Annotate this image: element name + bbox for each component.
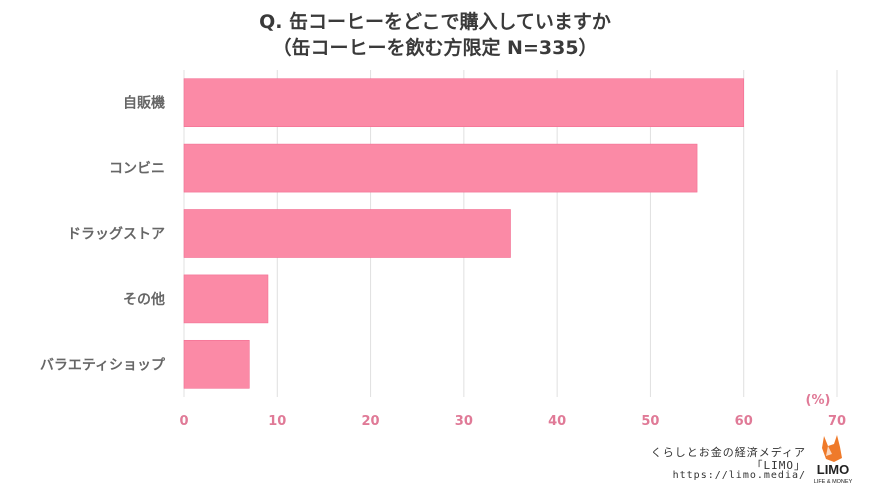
x-tick-label: 10	[268, 414, 286, 429]
x-tick-label: 40	[548, 414, 566, 429]
chart-title-line-2: （缶コーヒーを飲む方限定 N=335）	[272, 37, 598, 59]
bar	[183, 209, 511, 258]
bar	[183, 78, 745, 127]
x-tick-label: 20	[362, 414, 380, 429]
chart-title-line-1: Q. 缶コーヒーをどこで購入していますか	[259, 11, 611, 33]
category-label: 自販機	[123, 95, 165, 112]
category-label: ドラッグストア	[67, 226, 165, 243]
logo-wordmark: LIMO	[817, 462, 850, 477]
limo-logo: LIMO LIFE & MONEY	[814, 435, 853, 485]
x-tick-label: 0	[179, 414, 188, 429]
x-tick-label: 70	[828, 414, 846, 429]
bar	[183, 339, 250, 389]
logo-tagline: LIFE & MONEY	[814, 479, 853, 485]
fox-icon	[822, 435, 842, 462]
credit-media-name: くらしとお金の経済メディア	[650, 446, 806, 459]
category-label: コンビニ	[109, 161, 165, 177]
credit-url: https://limo.media/	[672, 470, 806, 481]
bar	[183, 274, 269, 324]
x-tick-label: 60	[735, 414, 753, 429]
x-tick-label: 50	[641, 414, 659, 429]
credit-brand: 「LIMO」	[751, 459, 806, 472]
category-label: その他	[123, 291, 165, 308]
x-tick-label: 30	[455, 414, 473, 429]
unit-label: (%)	[806, 393, 831, 408]
bar	[183, 143, 698, 193]
category-label: バラエティショップ	[40, 357, 166, 373]
